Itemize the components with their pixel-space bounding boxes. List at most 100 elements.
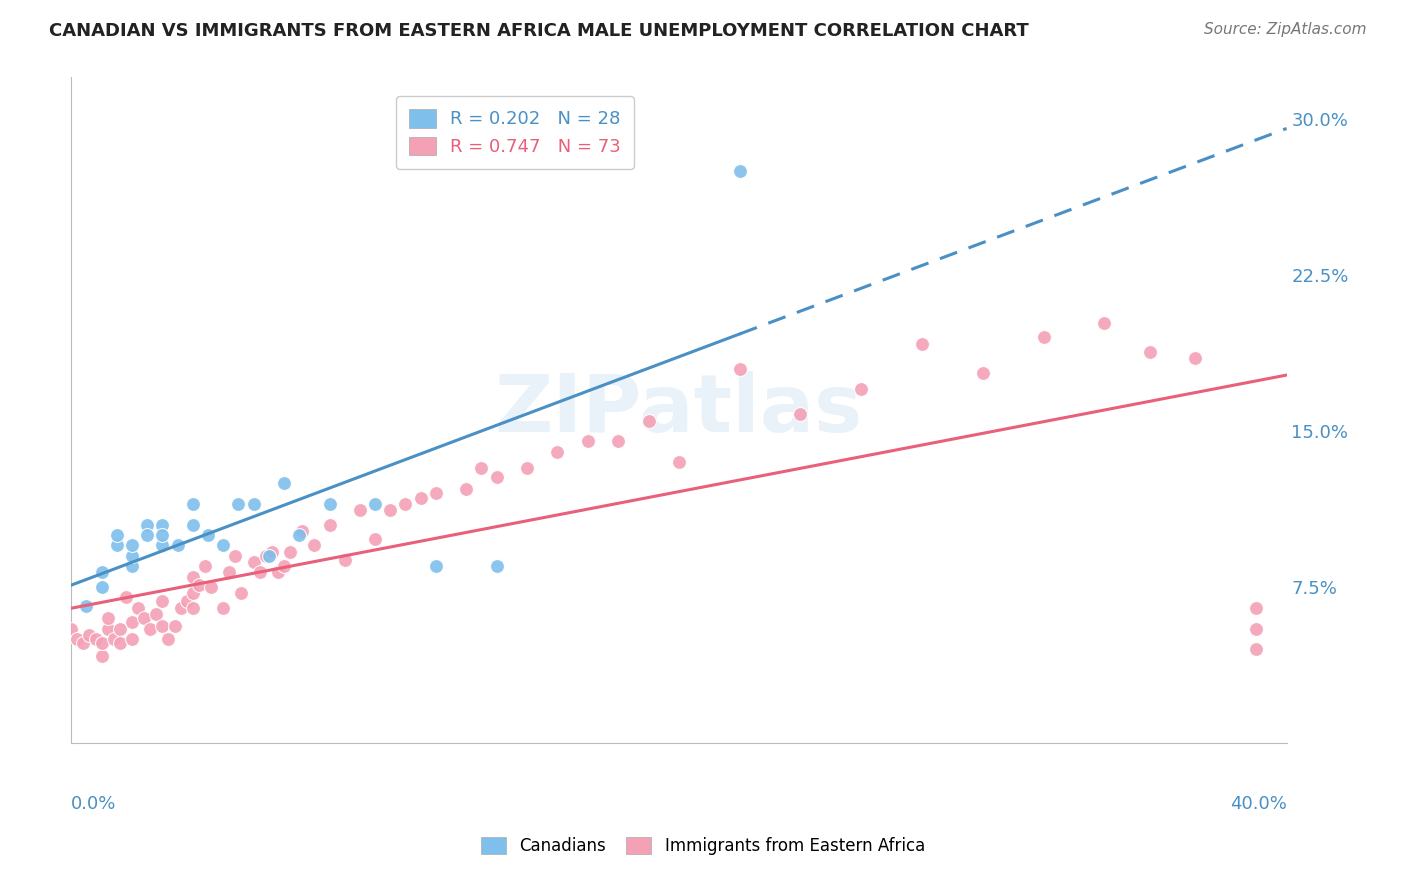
Point: [150, 619, 173, 633]
Point: [851, 383, 873, 397]
Point: [150, 594, 173, 608]
Point: [425, 486, 447, 500]
Point: [66, 632, 89, 646]
Point: [1032, 330, 1054, 344]
Point: [273, 559, 295, 574]
Point: [163, 619, 186, 633]
Point: [516, 461, 538, 475]
Point: [1139, 345, 1161, 359]
Point: [1244, 642, 1267, 657]
Point: [90, 636, 112, 650]
Point: [181, 497, 204, 511]
Point: [134, 611, 156, 625]
Point: [637, 413, 659, 427]
Point: [136, 517, 159, 532]
Point: [176, 594, 198, 608]
Point: [607, 434, 630, 449]
Point: [1244, 622, 1267, 636]
Point: [249, 566, 271, 580]
Point: [139, 622, 162, 636]
Legend: R = 0.202   N = 28, R = 0.747   N = 73: R = 0.202 N = 28, R = 0.747 N = 73: [396, 96, 634, 169]
Point: [194, 559, 217, 574]
Point: [242, 497, 264, 511]
Point: [911, 336, 934, 351]
Point: [425, 559, 447, 574]
Point: [409, 491, 432, 505]
Point: [228, 497, 250, 511]
Point: [115, 591, 138, 605]
Point: [181, 517, 204, 532]
Text: 0.0%: 0.0%: [72, 795, 117, 813]
Point: [728, 164, 751, 178]
Point: [304, 538, 326, 552]
Point: [1184, 351, 1206, 366]
Point: [169, 600, 191, 615]
Point: [136, 528, 159, 542]
Point: [546, 444, 568, 458]
Point: [485, 559, 508, 574]
Point: [254, 549, 277, 563]
Point: [212, 600, 235, 615]
Point: [84, 632, 107, 646]
Point: [121, 632, 143, 646]
Point: [364, 497, 387, 511]
Point: [181, 600, 204, 615]
Point: [108, 622, 131, 636]
Point: [150, 517, 173, 532]
Point: [187, 578, 209, 592]
Text: Source: ZipAtlas.com: Source: ZipAtlas.com: [1204, 22, 1367, 37]
Point: [789, 407, 811, 421]
Point: [197, 528, 219, 542]
Point: [72, 636, 94, 650]
Point: [150, 538, 173, 552]
Point: [150, 528, 173, 542]
Point: [90, 580, 112, 594]
Point: [380, 503, 402, 517]
Point: [75, 599, 97, 613]
Text: 40.0%: 40.0%: [1230, 795, 1286, 813]
Point: [181, 569, 204, 583]
Point: [1092, 316, 1115, 330]
Point: [260, 544, 283, 558]
Point: [456, 482, 478, 496]
Point: [728, 361, 751, 376]
Point: [121, 615, 143, 630]
Point: [291, 524, 314, 538]
Point: [105, 538, 128, 552]
Point: [394, 497, 416, 511]
Point: [318, 517, 340, 532]
Point: [121, 549, 143, 563]
Point: [105, 528, 128, 542]
Point: [212, 538, 235, 552]
Point: [333, 553, 356, 567]
Point: [90, 566, 112, 580]
Point: [273, 475, 295, 490]
Legend: Canadians, Immigrants from Eastern Africa: Canadians, Immigrants from Eastern Afric…: [474, 830, 932, 862]
Point: [121, 538, 143, 552]
Point: [108, 636, 131, 650]
Point: [224, 549, 246, 563]
Point: [90, 648, 112, 663]
Point: [364, 532, 387, 546]
Point: [485, 469, 508, 483]
Point: [668, 455, 690, 469]
Point: [97, 611, 120, 625]
Point: [288, 528, 311, 542]
Point: [242, 555, 264, 569]
Point: [218, 566, 240, 580]
Text: CANADIAN VS IMMIGRANTS FROM EASTERN AFRICA MALE UNEMPLOYMENT CORRELATION CHART: CANADIAN VS IMMIGRANTS FROM EASTERN AFRI…: [49, 22, 1029, 40]
Point: [79, 628, 101, 642]
Point: [157, 632, 180, 646]
Point: [257, 549, 280, 563]
Point: [97, 622, 120, 636]
Point: [470, 461, 492, 475]
Point: [181, 586, 204, 600]
Point: [278, 544, 301, 558]
Point: [576, 434, 599, 449]
Point: [127, 600, 149, 615]
Point: [349, 503, 371, 517]
Text: ZIPatlas: ZIPatlas: [495, 371, 863, 450]
Point: [231, 586, 253, 600]
Point: [267, 566, 290, 580]
Point: [145, 607, 167, 621]
